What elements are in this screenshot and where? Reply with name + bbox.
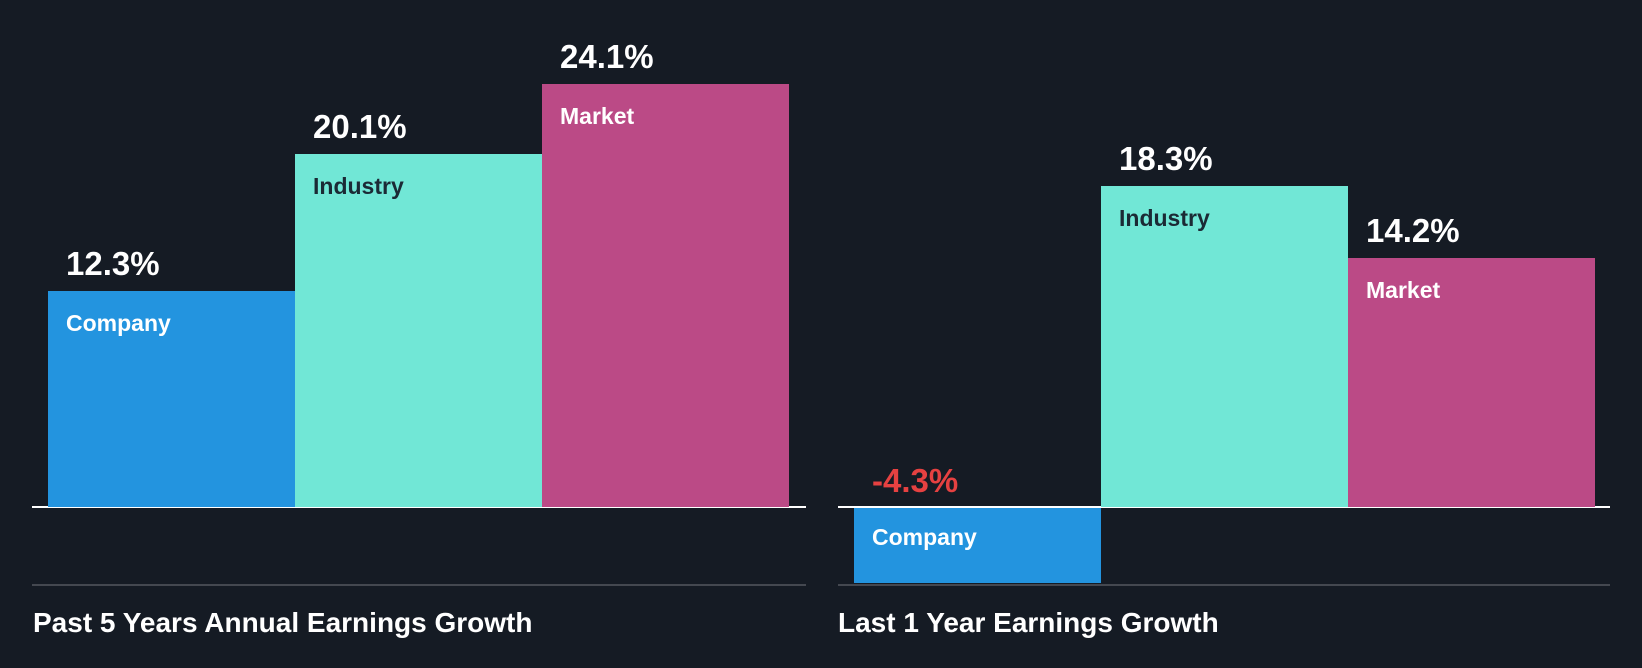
- value-label-industry: 20.1%: [313, 108, 407, 146]
- bar-company: Company: [854, 508, 1101, 584]
- value-label-company: 12.3%: [66, 245, 160, 283]
- bar-market: Market: [542, 84, 789, 507]
- chart-title: Last 1 Year Earnings Growth: [838, 607, 1219, 638]
- value-label-market: 14.2%: [1366, 211, 1460, 249]
- value-label-company: -4.3%: [872, 462, 959, 499]
- chart-title: Past 5 Years Annual Earnings Growth: [33, 607, 533, 638]
- zero-baseline: [838, 506, 1610, 508]
- bar-market: Market: [1348, 257, 1595, 507]
- bar-label-industry: Industry: [313, 173, 404, 200]
- title-divider: [32, 584, 806, 586]
- bar-label-company: Company: [66, 310, 171, 337]
- value-label-market: 24.1%: [560, 38, 654, 76]
- bar-company: Company: [48, 291, 295, 507]
- value-label-industry: 18.3%: [1119, 139, 1213, 177]
- bar-label-industry: Industry: [1119, 204, 1210, 231]
- zero-baseline: [32, 506, 806, 508]
- title-divider: [838, 584, 1610, 586]
- bar-industry: Industry: [295, 154, 542, 507]
- last-1-year-chart: Company -4.3% Industry 18.3% Market 14.2…: [838, 0, 1612, 668]
- bar-industry: Industry: [1101, 185, 1348, 507]
- bar-label-market: Market: [1366, 276, 1441, 303]
- past-5-years-chart: Company 12.3% Industry 20.1% Market 24.1…: [32, 0, 806, 668]
- bar-label-market: Market: [560, 103, 635, 130]
- bar-label-company: Company: [872, 524, 977, 550]
